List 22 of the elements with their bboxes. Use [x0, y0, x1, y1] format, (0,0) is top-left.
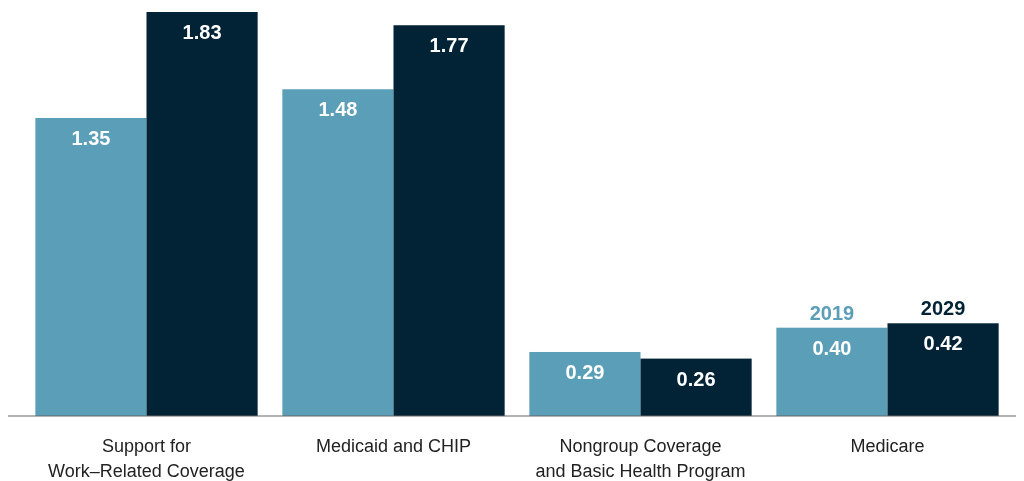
data-label: 1.48	[318, 98, 358, 121]
data-label: 0.40	[812, 336, 852, 359]
bar	[35, 117, 147, 416]
x-tick-label: Medicare	[850, 436, 925, 456]
bar	[393, 25, 505, 416]
data-label: 1.83	[182, 21, 222, 43]
data-label: 1.35	[71, 126, 111, 149]
bar	[146, 12, 258, 416]
data-label: 1.77	[429, 34, 469, 57]
bar	[282, 89, 394, 416]
bar	[529, 351, 641, 416]
series-label: 2019	[809, 301, 855, 324]
series-label: 2029	[920, 297, 966, 320]
data-label: 0.29	[565, 360, 605, 383]
x-tick-label: Nongroup Coverage and Basic Health Program	[535, 436, 746, 481]
data-label: 0.42	[923, 332, 963, 355]
bar	[640, 358, 752, 416]
bar	[776, 327, 888, 416]
x-tick-label: Medicaid and CHIP	[315, 436, 472, 456]
x-tick-label: Support for Work–Related Coverage	[48, 436, 245, 481]
data-label: 0.26	[676, 367, 716, 390]
bar	[887, 323, 999, 416]
